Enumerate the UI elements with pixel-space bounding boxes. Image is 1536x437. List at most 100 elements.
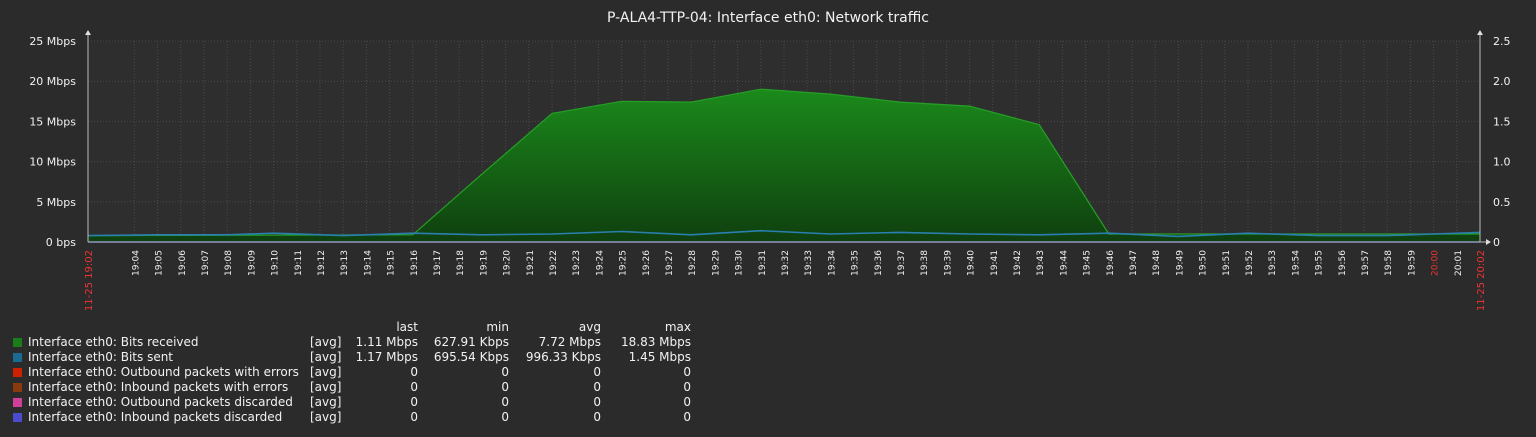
x-tick-label: 19:37 (897, 250, 907, 276)
x-tick-label: 19:52 (1245, 250, 1255, 276)
legend-fn: [avg] (310, 410, 342, 424)
legend-last: 0 (410, 365, 418, 379)
legend-row: Interface eth0: Outbound packets with er… (0, 365, 800, 380)
x-axis-arrow (1486, 239, 1491, 245)
x-tick-label: 19:33 (804, 250, 814, 276)
legend-name: Interface eth0: Outbound packets discard… (28, 395, 293, 409)
x-tick-label: 19:36 (874, 250, 884, 276)
legend-fn: [avg] (310, 350, 342, 364)
x-tick-label: 19:20 (503, 250, 513, 276)
x-tick-label: 19:07 (201, 250, 211, 276)
x-tick-label: 19:23 (572, 250, 582, 276)
x-tick-label: 19:50 (1199, 250, 1209, 276)
y-tick-label-right: 0 (1493, 236, 1500, 249)
legend-min: 0 (501, 380, 509, 394)
legend-name: Interface eth0: Inbound packets with err… (28, 380, 289, 394)
x-tick-label: 19:56 (1338, 250, 1348, 276)
x-tick-label: 19:05 (155, 250, 165, 276)
x-tick-label: 19:15 (387, 250, 397, 276)
x-end-label: 11-25 20:02 (1476, 250, 1487, 311)
x-tick-label: 19:49 (1175, 250, 1185, 276)
legend-fn: [avg] (310, 365, 342, 379)
x-tick-label: 19:04 (131, 250, 141, 276)
x-tick-label: 19:42 (1013, 250, 1023, 276)
y-tick-label-right: 2.0 (1493, 75, 1511, 88)
y-tick-label-left: 15 Mbps (29, 115, 76, 128)
x-tick-label: 19:40 (967, 250, 977, 276)
legend-row: Interface eth0: Inbound packets discarde… (0, 410, 800, 425)
legend-avg: 996.33 Kbps (525, 350, 601, 364)
legend-avg: 0 (593, 365, 601, 379)
legend-min: 695.54 Kbps (433, 350, 509, 364)
x-tick-label: 19:13 (340, 250, 350, 276)
x-tick-label: 19:11 (294, 250, 304, 276)
x-tick-label: 19:27 (665, 250, 675, 276)
x-tick-label: 19:34 (827, 250, 837, 276)
legend-header-min: min (486, 320, 509, 334)
legend-name: Interface eth0: Bits received (28, 335, 199, 349)
y-tick-label-left: 5 Mbps (36, 196, 76, 209)
x-tick-label: 19:22 (549, 250, 559, 276)
y-tick-label-right: 1.0 (1493, 156, 1511, 169)
legend-name: Interface eth0: Bits sent (28, 350, 174, 364)
x-tick-label: 19:38 (920, 250, 930, 276)
legend-name: Interface eth0: Outbound packets with er… (28, 365, 299, 379)
legend-header-avg: avg (578, 320, 601, 334)
legend-avg: 0 (593, 380, 601, 394)
x-tick-label: 20:00 (1431, 250, 1441, 276)
x-tick-label: 19:51 (1222, 250, 1232, 276)
x-tick-label: 19:17 (433, 250, 443, 276)
legend-avg: 0 (593, 410, 601, 424)
legend-swatch (13, 338, 22, 347)
x-tick-label: 19:06 (178, 250, 188, 276)
x-start-label: 11-25 19:02 (84, 250, 95, 311)
legend-max: 0 (683, 410, 691, 424)
y-tick-label-left: 20 Mbps (29, 75, 76, 88)
x-tick-label: 19:43 (1036, 250, 1046, 276)
legend-row: Interface eth0: Inbound packets with err… (0, 380, 800, 395)
legend-min: 627.91 Kbps (433, 335, 509, 349)
x-tick-label: 19:18 (456, 250, 466, 276)
legend-max: 18.83 Mbps (620, 335, 691, 349)
legend-min: 0 (501, 410, 509, 424)
x-tick-label: 19:35 (851, 250, 861, 276)
legend-header-max: max (664, 320, 691, 334)
x-tick-label: 19:44 (1059, 250, 1069, 276)
legend-max: 0 (683, 395, 691, 409)
x-tick-label: 19:48 (1152, 250, 1162, 276)
legend-swatch (13, 368, 22, 377)
legend-fn: [avg] (310, 335, 342, 349)
x-tick-label: 19:08 (224, 250, 234, 276)
x-tick-label: 19:25 (619, 250, 629, 276)
x-tick-label: 19:16 (410, 250, 420, 276)
legend-fn: [avg] (310, 380, 342, 394)
legend-name: Interface eth0: Inbound packets discarde… (28, 410, 283, 424)
x-tick-label: 19:58 (1384, 250, 1394, 276)
legend-last: 1.17 Mbps (355, 350, 418, 364)
x-tick-label: 19:24 (595, 250, 605, 276)
x-tick-label: 19:57 (1361, 250, 1371, 276)
x-tick-label: 19:26 (642, 250, 652, 276)
x-tick-label: 19:10 (271, 250, 281, 276)
x-tick-label: 19:29 (711, 250, 721, 276)
legend-last: 0 (410, 395, 418, 409)
legend-swatch (13, 398, 22, 407)
x-tick-label: 19:45 (1083, 250, 1093, 276)
legend-swatch (13, 383, 22, 392)
legend-max: 1.45 Mbps (628, 350, 691, 364)
legend-header-last: last (396, 320, 418, 334)
y-tick-label-right: 0.5 (1493, 196, 1511, 209)
x-tick-label: 19:54 (1291, 250, 1301, 276)
legend-last: 0 (410, 380, 418, 394)
x-tick-label: 19:47 (1129, 250, 1139, 276)
x-tick-label: 19:53 (1268, 250, 1278, 276)
x-tick-label: 19:19 (479, 250, 489, 276)
series-line-sent (87, 229, 1481, 238)
y-axis-arrow-left (85, 30, 91, 35)
legend-min: 0 (501, 395, 509, 409)
legend-row: Interface eth0: Bits sent [avg] 1.17 Mbps 6… (0, 350, 800, 365)
x-tick-label: 19:46 (1106, 250, 1116, 276)
x-tick-label: 19:39 (943, 250, 953, 276)
